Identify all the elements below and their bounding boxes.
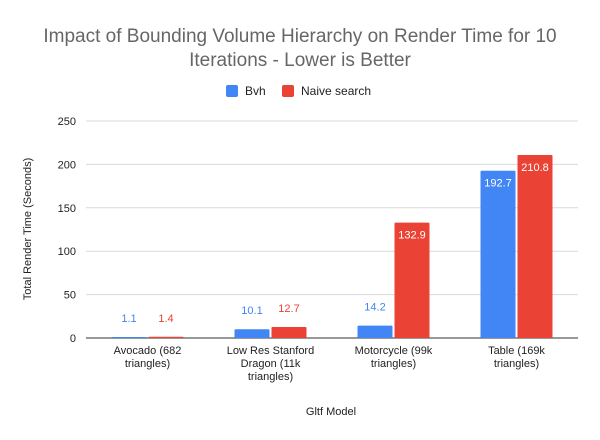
y-tick-label: 200	[58, 159, 76, 171]
x-category-label: Table (169k	[488, 345, 545, 357]
bar-naive-search	[148, 336, 184, 338]
chart-title-line-1: Impact of Bounding Volume Hierarchy on R…	[43, 26, 556, 47]
data-label: 14.2	[364, 302, 385, 314]
y-tick-label: 0	[70, 333, 76, 345]
bar-bvh	[234, 329, 270, 338]
data-labels: 1.1 1.4 10.1 12.7 14.2 132.9 192.7 210.8	[121, 162, 548, 325]
data-label: 192.7	[484, 178, 512, 190]
chart-title: Impact of Bounding Volume Hierarchy on R…	[43, 26, 556, 71]
bars	[111, 155, 553, 338]
x-category-label: Motorcycle (99k	[355, 345, 433, 357]
x-category-label: Dragon (11k	[241, 358, 301, 370]
x-category-label: Avocado (682	[114, 345, 182, 357]
legend: Bvh Naive search	[226, 84, 371, 98]
x-category-label: triangles)	[248, 371, 293, 383]
data-label: 132.9	[398, 230, 426, 242]
x-category-label: triangles)	[494, 358, 539, 370]
y-axis-ticks: 0 50 100 150 200 250	[58, 116, 76, 345]
data-label: 10.1	[241, 305, 262, 317]
bar-bvh	[111, 337, 147, 338]
x-category-label: triangles)	[371, 358, 416, 370]
x-axis-title: Gltf Model	[306, 406, 356, 418]
data-label: 1.1	[121, 313, 136, 325]
legend-label-naive-search: Naive search	[301, 84, 371, 98]
chart-title-line-2: Iterations - Lower is Better	[189, 50, 411, 71]
legend-swatch-bvh	[226, 85, 238, 97]
y-tick-label: 150	[58, 203, 76, 215]
y-tick-label: 250	[58, 116, 76, 128]
legend-label-bvh: Bvh	[245, 84, 266, 98]
data-label: 1.4	[158, 313, 173, 325]
data-label: 210.8	[521, 162, 549, 174]
x-category-label: Low Res Stanford	[227, 345, 314, 357]
y-axis-title: Total Render Time (Seconds)	[22, 158, 34, 300]
bar-bvh	[357, 325, 393, 338]
y-tick-label: 100	[58, 246, 76, 258]
bar-bvh	[480, 170, 516, 338]
data-label: 12.7	[278, 303, 299, 315]
bar-naive-search	[394, 222, 430, 338]
bar-naive-search	[517, 155, 553, 338]
bar-naive-search	[271, 326, 307, 338]
y-tick-label: 50	[64, 290, 76, 302]
x-category-label: triangles)	[125, 358, 170, 370]
legend-swatch-naive-search	[282, 85, 294, 97]
